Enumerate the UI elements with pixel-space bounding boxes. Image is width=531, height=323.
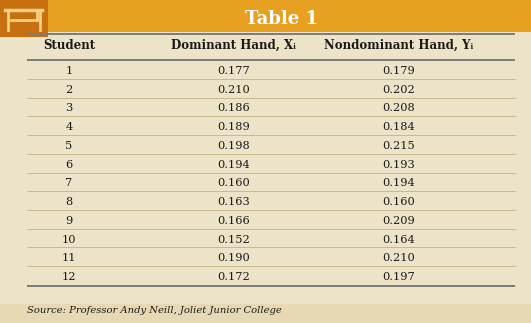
Text: 0.184: 0.184: [382, 122, 415, 132]
Text: 0.208: 0.208: [382, 103, 415, 113]
Text: 0.210: 0.210: [217, 85, 250, 95]
Text: 0.152: 0.152: [217, 234, 250, 245]
Text: 0.164: 0.164: [382, 234, 415, 245]
Text: Nondominant Hand, Yᵢ: Nondominant Hand, Yᵢ: [323, 39, 473, 52]
Text: 2: 2: [65, 85, 73, 95]
Text: 0.198: 0.198: [217, 141, 250, 151]
Text: 11: 11: [62, 253, 76, 263]
Text: 0.189: 0.189: [217, 122, 250, 132]
Text: 9: 9: [65, 216, 73, 226]
Text: Source: Professor Andy Neill, Joliet Junior College: Source: Professor Andy Neill, Joliet Jun…: [27, 306, 281, 315]
Text: 5: 5: [65, 141, 73, 151]
Text: 0.209: 0.209: [382, 216, 415, 226]
Text: 0.194: 0.194: [382, 178, 415, 188]
Text: 10: 10: [62, 234, 76, 245]
FancyBboxPatch shape: [0, 0, 531, 37]
Text: Student: Student: [43, 39, 95, 52]
Text: 0.179: 0.179: [382, 66, 415, 76]
Text: 0.163: 0.163: [217, 197, 250, 207]
Text: 0.215: 0.215: [382, 141, 415, 151]
Text: 1: 1: [65, 66, 73, 76]
Text: 6: 6: [65, 160, 73, 170]
Text: 0.160: 0.160: [217, 178, 250, 188]
Text: 0.172: 0.172: [217, 272, 250, 282]
Text: 0.190: 0.190: [217, 253, 250, 263]
Text: 0.166: 0.166: [217, 216, 250, 226]
Text: Dominant Hand, Xᵢ: Dominant Hand, Xᵢ: [171, 39, 296, 52]
Text: 0.177: 0.177: [217, 66, 250, 76]
Text: 0.194: 0.194: [217, 160, 250, 170]
Text: 12: 12: [62, 272, 76, 282]
Text: 0.197: 0.197: [382, 272, 415, 282]
Text: Table 1: Table 1: [245, 10, 318, 27]
FancyBboxPatch shape: [0, 0, 48, 37]
Text: 0.186: 0.186: [217, 103, 250, 113]
Text: 0.193: 0.193: [382, 160, 415, 170]
Text: 0.160: 0.160: [382, 197, 415, 207]
Text: 7: 7: [65, 178, 73, 188]
Text: 0.210: 0.210: [382, 253, 415, 263]
Text: 8: 8: [65, 197, 73, 207]
Text: 4: 4: [65, 122, 73, 132]
Text: 3: 3: [65, 103, 73, 113]
FancyBboxPatch shape: [0, 32, 531, 304]
Text: 0.202: 0.202: [382, 85, 415, 95]
